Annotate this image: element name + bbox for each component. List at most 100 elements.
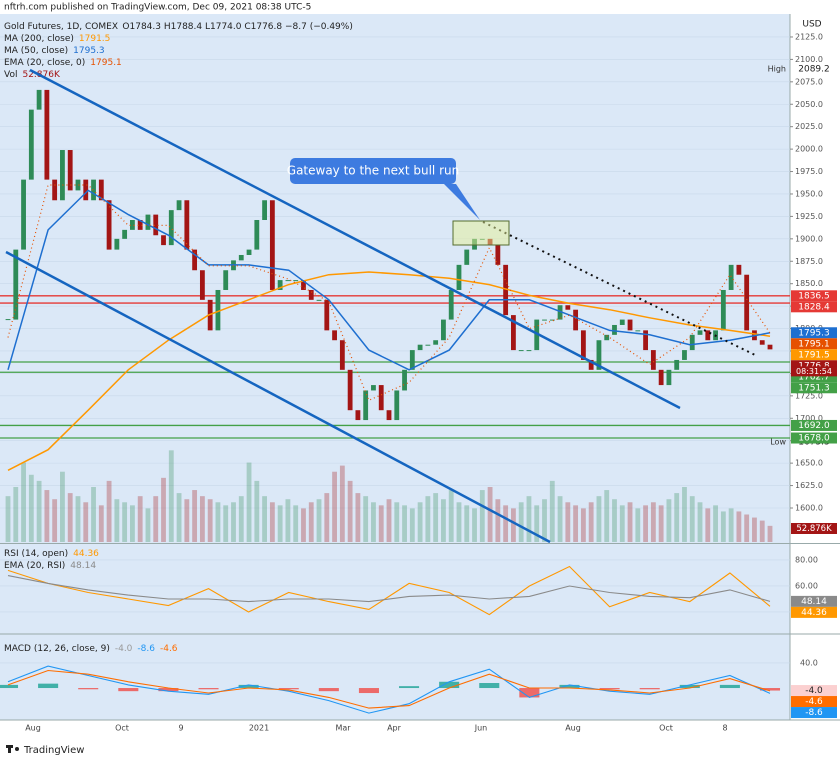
volume-bar — [713, 505, 718, 542]
volume-bar — [293, 505, 299, 542]
candle — [355, 410, 361, 421]
histogram-bar — [719, 684, 740, 689]
candle — [557, 305, 563, 320]
candle — [215, 289, 221, 331]
volume-bar — [472, 508, 477, 542]
channel-upper — [29, 68, 681, 410]
moving-average — [7, 271, 771, 471]
candle — [324, 299, 330, 331]
volume-bar — [549, 480, 555, 542]
axis-label: 1791.5 — [798, 350, 830, 360]
legend: EMA (20, RSI) 48.14 — [4, 561, 96, 571]
candle — [168, 210, 174, 246]
volume-bar — [580, 508, 586, 542]
candle — [316, 299, 322, 301]
candle — [347, 369, 353, 411]
histogram-bar — [679, 684, 700, 689]
legend-title: Gold Futures, 1D, COMEX — [4, 22, 118, 32]
candle — [604, 334, 610, 341]
candle — [36, 89, 42, 110]
y-tick-label: 1850.0 — [795, 279, 823, 288]
candle — [67, 150, 73, 191]
candle — [705, 330, 711, 341]
callout-pointer — [444, 184, 480, 220]
legend-name: MA (50, close) — [4, 46, 68, 56]
candle — [285, 280, 291, 282]
header: nftrh.com published on TradingView.com, … — [4, 3, 311, 13]
histogram-bar — [399, 686, 420, 689]
candle — [720, 289, 726, 331]
y-tick-label: 2075.0 — [795, 77, 823, 86]
axis-label: 1828.4 — [798, 302, 830, 312]
legend-name: MA (200, close) — [4, 34, 74, 44]
axis-label: 44.36 — [801, 608, 827, 618]
y-tick-label: 2100.0 — [795, 55, 823, 64]
candle — [153, 214, 159, 236]
volume-bar — [324, 493, 330, 542]
volume-bar — [238, 496, 244, 542]
axis-label: 1776.8 — [798, 361, 830, 371]
candle — [21, 179, 26, 250]
candle — [425, 344, 431, 346]
axis-label-box — [791, 432, 837, 444]
volume-bar — [161, 477, 166, 542]
candle — [378, 385, 384, 411]
volume-bar — [448, 490, 454, 542]
volume-bar — [534, 505, 540, 542]
candle — [767, 344, 773, 350]
volume-bar — [612, 499, 617, 542]
volume-bar — [394, 502, 400, 542]
histogram-bar — [358, 688, 379, 694]
candle — [441, 319, 446, 341]
volume-bar — [145, 508, 151, 542]
legend: RSI (14, open) 44.36 — [4, 549, 99, 559]
volume-bar — [363, 496, 369, 542]
volume-bar — [464, 505, 470, 542]
volume-bar — [223, 505, 229, 542]
y-tick-label: 80.00 — [795, 555, 818, 564]
volume-bar — [308, 502, 314, 542]
axis-label-box — [791, 707, 837, 719]
volume-bar — [658, 505, 664, 542]
volume-bar — [332, 471, 337, 542]
histogram-bar — [759, 688, 781, 691]
legend-value: 52.876K — [22, 70, 60, 80]
volume-bar — [604, 490, 610, 542]
candle — [596, 340, 602, 370]
volume-bar — [176, 493, 182, 542]
volume-bar — [106, 480, 112, 542]
histogram-bar — [519, 688, 540, 698]
volume-bar — [503, 505, 509, 542]
volume-bar — [67, 493, 73, 542]
volume-bar — [441, 499, 446, 542]
axis-label-box — [791, 595, 837, 607]
candle — [122, 229, 128, 239]
candle — [526, 350, 532, 352]
low-name: Low — [770, 438, 786, 447]
candle — [301, 280, 306, 290]
x-tick-label: 2021 — [249, 724, 269, 733]
volume-bar — [728, 508, 734, 542]
x-tick-label: Apr — [387, 724, 402, 733]
volume-bar — [254, 480, 260, 542]
histogram-bar — [278, 688, 299, 690]
volume-bar — [137, 496, 143, 542]
candle — [161, 235, 166, 246]
legend-name: EMA (20, RSI) — [4, 561, 65, 571]
indicator-line — [7, 575, 771, 603]
candle — [176, 200, 182, 211]
candle — [238, 254, 244, 261]
axis-label: -4.0 — [805, 686, 823, 696]
axis-label: -4.6 — [805, 697, 823, 707]
candle — [277, 280, 283, 290]
y-tick-label: 1725.0 — [795, 391, 823, 400]
axis-label: -8.6 — [805, 708, 823, 718]
candle — [28, 109, 34, 180]
x-tick-label: Aug — [25, 724, 41, 733]
axis-label-box — [791, 327, 837, 339]
histogram-bar — [198, 688, 219, 690]
y-tick-label: 1625.0 — [795, 481, 823, 490]
candle — [254, 219, 260, 250]
